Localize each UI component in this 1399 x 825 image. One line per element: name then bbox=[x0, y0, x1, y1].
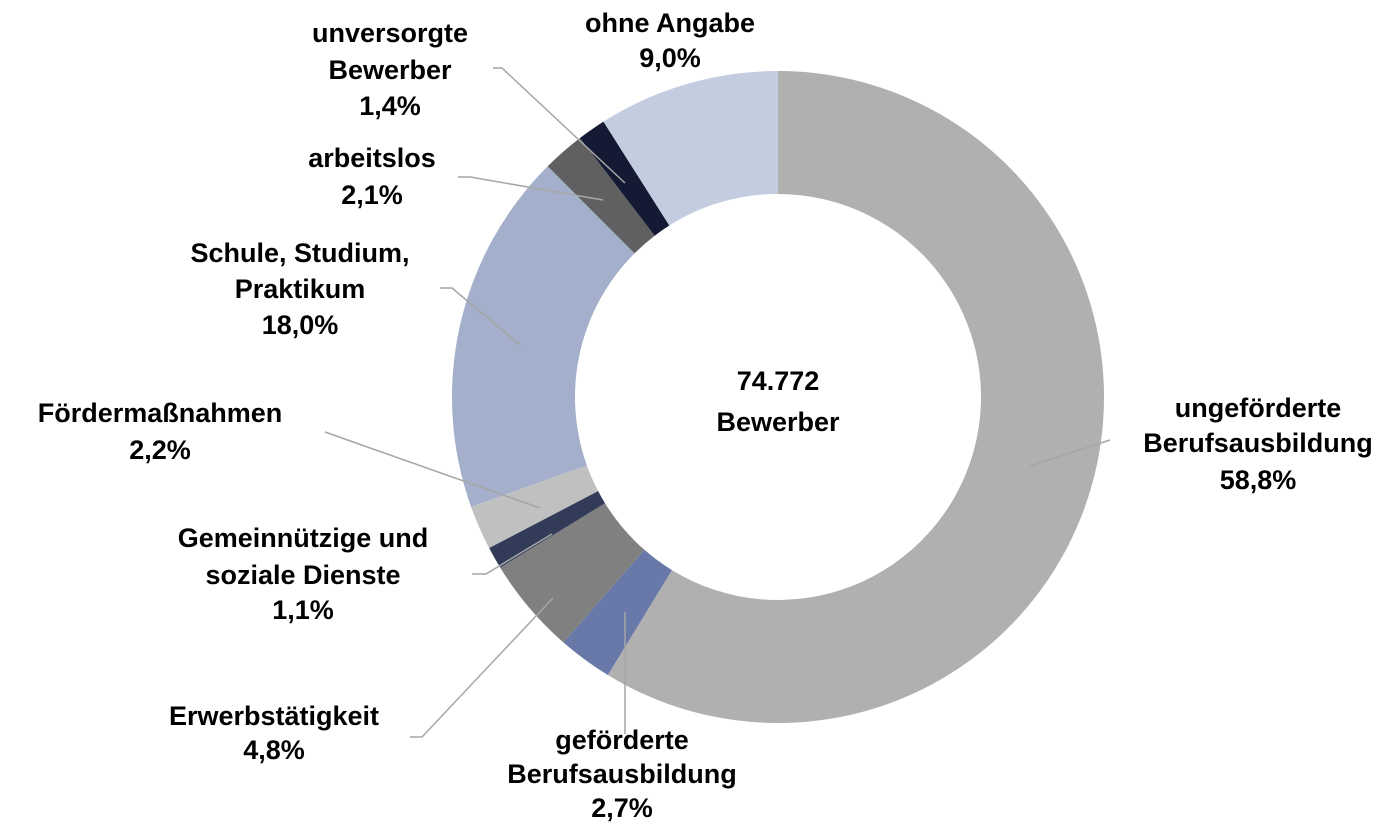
slice-label: ungeförderte bbox=[1175, 393, 1342, 423]
value-label: 2,2% bbox=[129, 435, 191, 465]
slice-label: Erwerbstätigkeit bbox=[169, 701, 379, 731]
slice-label: Berufsausbildung bbox=[1143, 428, 1373, 458]
slice-label: Fördermaßnahmen bbox=[38, 398, 283, 428]
leader-line bbox=[472, 533, 553, 575]
center-text: Bewerber bbox=[716, 407, 840, 437]
leader-line bbox=[493, 67, 626, 184]
slice-label: Bewerber bbox=[328, 55, 452, 85]
slice-label: soziale Dienste bbox=[205, 560, 400, 590]
slice-label: arbeitslos bbox=[308, 143, 436, 173]
value-label: 18,0% bbox=[262, 310, 339, 340]
value-label: 4,8% bbox=[243, 735, 305, 765]
slice-label: Gemeinnützige und bbox=[178, 523, 429, 553]
leader-line bbox=[440, 287, 521, 346]
slice-label: unversorgte bbox=[312, 18, 468, 48]
slice-label: Schule, Studium, bbox=[190, 238, 409, 268]
value-label: 9,0% bbox=[639, 43, 701, 73]
donut-slice bbox=[489, 491, 606, 568]
donut-slice bbox=[547, 138, 655, 254]
donut-slice bbox=[603, 71, 778, 226]
slice-label: Berufsausbildung bbox=[507, 759, 737, 789]
value-label: 2,7% bbox=[591, 793, 653, 823]
value-label: 2,1% bbox=[341, 180, 403, 210]
value-label: 58,8% bbox=[1220, 465, 1297, 495]
leader-line bbox=[410, 597, 554, 738]
value-label: 1,4% bbox=[359, 91, 421, 121]
leader-line bbox=[458, 176, 604, 201]
leader-line bbox=[324, 431, 541, 509]
value-label: 1,1% bbox=[272, 595, 334, 625]
slice-label: Praktikum bbox=[235, 274, 366, 304]
donut-slice bbox=[579, 121, 670, 236]
donut-slice bbox=[563, 549, 673, 676]
slice-label: ohne Angabe bbox=[585, 8, 755, 38]
center-text: 74.772 bbox=[737, 366, 820, 396]
slice-label: geförderte bbox=[555, 725, 689, 755]
donut-slice bbox=[452, 166, 635, 507]
donut-slice bbox=[500, 503, 645, 643]
donut-slice bbox=[607, 71, 1104, 723]
leader-line bbox=[1029, 439, 1111, 467]
